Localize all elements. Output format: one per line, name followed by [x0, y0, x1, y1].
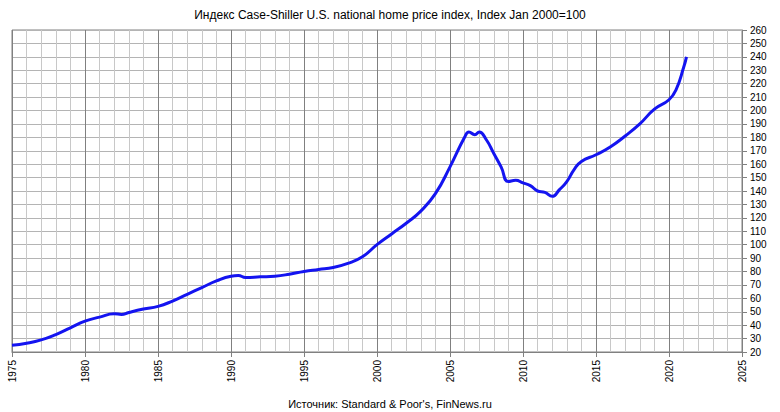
svg-text:120: 120 — [750, 212, 767, 223]
svg-text:240: 240 — [750, 51, 767, 62]
svg-text:30: 30 — [750, 333, 762, 344]
svg-text:220: 220 — [750, 78, 767, 89]
svg-text:180: 180 — [750, 132, 767, 143]
svg-text:140: 140 — [750, 186, 767, 197]
svg-text:50: 50 — [750, 306, 762, 317]
svg-text:2020: 2020 — [664, 360, 675, 383]
svg-text:Источник: Standard & Poor's, F: Источник: Standard & Poor's, FinNews.ru — [288, 398, 492, 410]
svg-text:1980: 1980 — [80, 360, 91, 383]
svg-text:110: 110 — [750, 226, 766, 237]
svg-text:40: 40 — [750, 320, 762, 331]
svg-text:2005: 2005 — [445, 360, 456, 383]
svg-text:230: 230 — [750, 65, 767, 76]
svg-text:150: 150 — [750, 172, 767, 183]
svg-text:1975: 1975 — [7, 360, 18, 383]
svg-text:Индекс Case-Shiller U.S. natio: Индекс Case-Shiller U.S. national home p… — [194, 8, 586, 22]
svg-text:60: 60 — [750, 293, 762, 304]
svg-text:160: 160 — [750, 159, 767, 170]
svg-text:2025: 2025 — [737, 360, 748, 383]
svg-text:20: 20 — [750, 347, 762, 358]
svg-text:80: 80 — [750, 266, 762, 277]
svg-text:1985: 1985 — [153, 360, 164, 383]
svg-text:200: 200 — [750, 105, 767, 116]
svg-text:260: 260 — [750, 25, 767, 36]
svg-text:2000: 2000 — [372, 360, 383, 383]
svg-text:1990: 1990 — [226, 360, 237, 383]
svg-text:1995: 1995 — [299, 360, 310, 383]
svg-text:100: 100 — [750, 239, 767, 250]
svg-text:2015: 2015 — [591, 360, 602, 383]
svg-text:70: 70 — [750, 279, 762, 290]
svg-text:90: 90 — [750, 253, 762, 264]
svg-text:170: 170 — [750, 145, 767, 156]
svg-text:210: 210 — [750, 92, 767, 103]
svg-text:190: 190 — [750, 118, 767, 129]
svg-text:2010: 2010 — [518, 360, 529, 383]
svg-text:250: 250 — [750, 38, 767, 49]
svg-text:130: 130 — [750, 199, 767, 210]
